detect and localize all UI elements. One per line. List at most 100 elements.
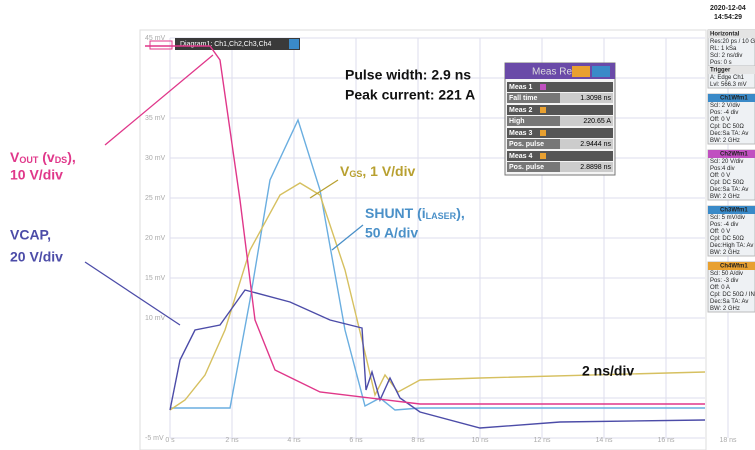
panel-line: Pos: -3 div: [710, 278, 738, 284]
y-axis-label: 25 mV: [145, 195, 166, 202]
panel-header-text: Ch1Wfm1: [720, 96, 748, 102]
arrows: [84, 54, 364, 326]
diagram-tab-label: Diagram1: Ch1,Ch2,Ch3,Ch4: [180, 41, 272, 48]
meas-chip: [540, 84, 546, 90]
panel-line: Off: 0 V: [710, 117, 730, 123]
trace-vgs: [169, 182, 706, 411]
panel-line: Cpl: DC 50Ω: [710, 236, 744, 242]
x-axis-label: 0 s: [165, 437, 175, 444]
y-axis-label: 20 mV: [145, 235, 166, 242]
panel-line: RL: 1 kSa: [710, 46, 737, 52]
panel-line: Cpl: DC 50Ω: [710, 124, 744, 130]
panel-line: Cpl: DC 50Ω: [710, 180, 744, 186]
shunt-label: SHUNT (iLASER),: [365, 205, 465, 222]
shunt-scale: 50 A/div: [365, 225, 418, 241]
diagram-tab[interactable]: [175, 38, 300, 50]
panel-header-text: Ch2Wfm1: [720, 152, 748, 158]
y-axis-label: -5 mV: [145, 435, 164, 442]
panel-header: [708, 94, 755, 102]
panel-line: Res:20 ps / 10 GSa/s: [710, 39, 755, 45]
meas-label: Pos. pulse: [509, 164, 544, 171]
trace-vout: [145, 45, 705, 405]
panel-line: BW: 2 GHz: [710, 138, 740, 144]
y-axis-label: 30 mV: [145, 155, 166, 162]
panel-header-text: Horizontal: [710, 32, 740, 38]
timebase: 2 ns/div: [582, 363, 634, 379]
peak-current: Peak current: 221 A: [345, 87, 475, 103]
x-axis-label: 10 ns: [471, 437, 489, 444]
panel-header: [708, 150, 755, 158]
panel-line: Pos: -4 div: [710, 110, 738, 116]
x-axis-label: 16 ns: [657, 437, 675, 444]
panel-line: BW: 2 GHz: [710, 250, 740, 256]
y-axis-label: 10 mV: [145, 315, 166, 322]
y-axis-label: 45 mV: [145, 35, 166, 42]
meas-label: High: [509, 118, 525, 125]
panel-box: [707, 93, 755, 145]
panel-line: Off: 0 V: [710, 229, 730, 235]
panel-header: [708, 30, 755, 38]
pulse-width: Pulse width: 2.9 ns: [345, 67, 471, 83]
panel-header: [708, 206, 755, 214]
panel-line: Pos: -4 div: [710, 222, 738, 228]
meas-head: [507, 151, 613, 161]
panel-line: Dec:High TA: Av: [710, 243, 753, 249]
meas-value: 2.8898 ns: [580, 164, 611, 171]
traces: [145, 45, 706, 429]
vcap-label: VCAP,: [10, 227, 51, 243]
meas-name: Meas 4: [509, 153, 532, 160]
x-axis-label: 18 ns: [719, 437, 737, 444]
x-axis-label: 8 ns: [411, 437, 425, 444]
close-icon[interactable]: [289, 39, 299, 49]
meas-name: Meas 3: [509, 130, 532, 137]
vcap-scale: 20 V/div: [10, 249, 63, 265]
panel-line: Dec:Sa TA: Av: [710, 299, 748, 305]
meas-name: Meas 1: [509, 84, 532, 91]
meas-value: 1.3098 ns: [580, 95, 611, 102]
panel-line: Dec:Sa TA: Av: [710, 187, 748, 193]
meas-val-bg: [560, 139, 613, 149]
meas-chip: [540, 153, 546, 159]
x-axis-label: 12 ns: [533, 437, 551, 444]
meas-val-bg: [560, 162, 613, 172]
trace-vcap: [169, 289, 706, 429]
vout-label: VOUT (vDS),: [10, 149, 76, 166]
meas-chip: [540, 107, 546, 113]
panel-header: [708, 66, 755, 74]
panel-line: Pos:4 div: [710, 166, 735, 172]
panel-line: Scl: 2 V/div: [710, 103, 740, 109]
y-axis-label: 35 mV: [145, 115, 166, 122]
x-axis-label: 4 ns: [287, 437, 301, 444]
meas-head: [507, 128, 613, 138]
x-axis-label: 2 ns: [225, 437, 239, 444]
time: 14:54:29: [714, 14, 742, 21]
x-axis-label: 6 ns: [349, 437, 363, 444]
panel-line: Dec:Sa TA: Av: [710, 131, 748, 137]
panel-box: [707, 149, 755, 201]
meas-name: Meas 2: [509, 107, 532, 114]
panel-header-text: Ch3Wfm1: [720, 208, 748, 214]
panel-line: Cpl: DC 50Ω / INV: [710, 292, 755, 298]
vgs-label: VGS, 1 V/div: [340, 163, 415, 180]
panel-line: Scl: 20 V/div: [710, 159, 743, 165]
ch-marker: [149, 40, 173, 50]
meas-head: [507, 82, 613, 92]
panel-line: Scl: 2 ns/div: [710, 53, 742, 59]
meas-value: 220.65 A: [583, 118, 611, 125]
meas-label: Pos. pulse: [509, 141, 544, 148]
panel-line: Pos: 0 s: [710, 60, 732, 66]
meas-label: Fall time: [509, 95, 538, 102]
meas-val-bg: [560, 93, 613, 103]
vout-scale: 10 V/div: [10, 167, 63, 183]
measurement-window[interactable]: Meas Res Meas 1 Fall time 1.3098 ns Meas 2 H…: [504, 62, 616, 176]
panel-line: Off: 0 V: [710, 173, 730, 179]
panel-line: Off: 0 A: [710, 285, 730, 291]
meas-value: 2.9444 ns: [580, 141, 611, 148]
panel-line: Scl: 5 mV/div: [710, 215, 745, 221]
panel-line: BW: 2 GHz: [710, 194, 740, 200]
trace-shunt: [170, 118, 705, 411]
panel-line: A: Edge Ch1: [710, 75, 745, 81]
panel-line: Lvl: 566.3 mV: [710, 82, 747, 88]
